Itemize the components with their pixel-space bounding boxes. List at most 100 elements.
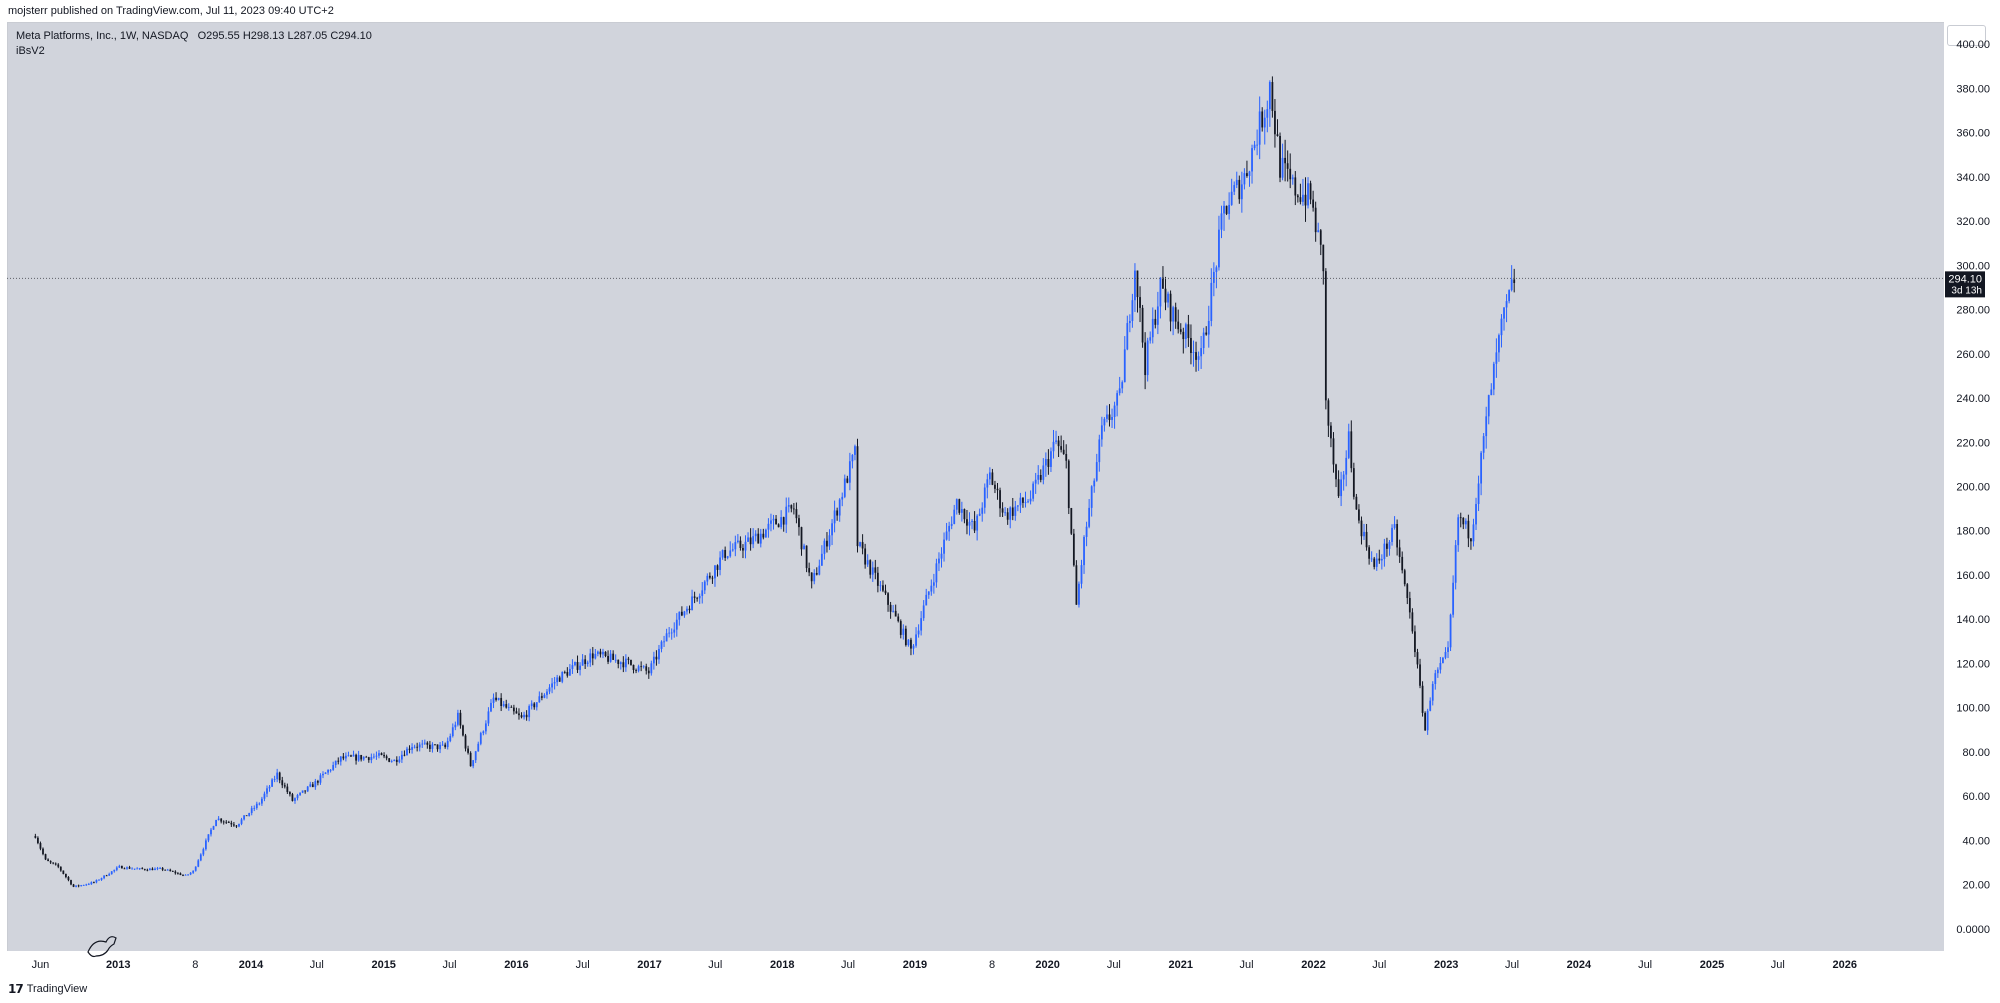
price-tick-label: 260.00: [1956, 349, 1990, 361]
candle-body: [322, 773, 324, 776]
candle-body: [502, 704, 505, 706]
candle-body: [352, 754, 355, 757]
candle-body: [217, 818, 220, 821]
candle-body: [1062, 449, 1065, 455]
candle-body: [525, 714, 528, 718]
candle-body: [54, 863, 57, 865]
candle-body: [1391, 527, 1393, 542]
candle-body: [691, 596, 693, 611]
candle-body: [938, 558, 940, 564]
candle-body: [752, 536, 755, 545]
candle-body: [836, 510, 839, 516]
candle-body: [423, 742, 426, 744]
candle-body: [698, 595, 701, 599]
candle-body: [1159, 277, 1162, 307]
candle-body: [1470, 538, 1472, 542]
candle-body: [1403, 570, 1406, 585]
candle-body: [1429, 700, 1432, 711]
candle-body: [1436, 669, 1439, 674]
candle-body: [1136, 270, 1139, 298]
candle-body: [1139, 297, 1141, 308]
candle-body: [90, 882, 93, 885]
candle-body: [87, 884, 90, 885]
candle-body: [1016, 505, 1019, 507]
candle-body: [49, 861, 52, 863]
candle-body: [543, 694, 546, 698]
candle-body: [546, 691, 548, 695]
candle-body: [1345, 457, 1348, 475]
candle-body: [622, 662, 625, 668]
time-tick-label: 2016: [504, 959, 528, 971]
time-axis[interactable]: [7, 951, 1945, 973]
indicator-label[interactable]: iBsV2: [16, 45, 45, 57]
candle-body: [1256, 144, 1259, 146]
candle-body: [1113, 405, 1116, 417]
candle-body: [1080, 565, 1083, 584]
candle-body: [1299, 197, 1302, 202]
candle-body: [589, 653, 592, 663]
candle-body: [724, 549, 727, 558]
candle-body: [1240, 184, 1243, 200]
candle-body: [332, 765, 335, 770]
candle-body: [1475, 504, 1477, 525]
candle-body: [1144, 342, 1147, 376]
candle-body: [561, 672, 564, 682]
candle-body: [1070, 508, 1073, 534]
candle-body: [250, 808, 253, 814]
candle-body: [663, 641, 665, 643]
price-axis[interactable]: [1944, 22, 2000, 952]
candle-body: [1505, 301, 1508, 308]
candle-body: [80, 885, 83, 887]
candle-body: [1090, 486, 1093, 508]
candle-body: [1029, 498, 1032, 502]
candle-body: [268, 786, 271, 789]
candle-body: [1149, 337, 1152, 341]
candle-body: [1251, 148, 1253, 172]
axis-settings-box[interactable]: [1947, 25, 1986, 46]
chart-area[interactable]: Meta Platforms, Inc., 1W, NASDAQ O295.55…: [7, 22, 1945, 952]
candle-body: [1248, 171, 1251, 176]
candle-body: [52, 862, 55, 864]
candle-body: [479, 733, 482, 744]
candle-body: [963, 509, 966, 520]
candle-body: [439, 744, 441, 750]
candle-body: [1454, 545, 1457, 583]
candle-body: [986, 479, 989, 488]
time-tick-label: 2022: [1301, 959, 1325, 971]
candle-body: [1416, 652, 1419, 665]
candle-body: [1108, 414, 1111, 420]
time-tick-label: 8: [989, 959, 995, 971]
candle-body: [451, 727, 454, 737]
candle-body: [464, 735, 467, 749]
candle-body: [668, 632, 671, 634]
candle-body: [370, 757, 373, 761]
candle-body: [515, 711, 518, 714]
candle-body: [1378, 558, 1381, 561]
candle-body: [922, 605, 925, 619]
candle-body: [1337, 479, 1340, 497]
candle-body: [136, 868, 139, 870]
candle-body: [428, 744, 431, 749]
candle-body: [408, 748, 411, 750]
candle-body: [1050, 451, 1052, 467]
candle-body: [1162, 277, 1164, 289]
candle-body: [734, 542, 737, 550]
candle-body: [1121, 382, 1124, 389]
price-tick-label: 200.00: [1956, 482, 1990, 494]
candle-body: [647, 670, 650, 674]
candle-body: [894, 610, 897, 617]
candle-body: [637, 666, 640, 671]
candle-body: [693, 596, 696, 598]
candle-body: [1044, 459, 1047, 466]
candle-body: [904, 628, 907, 646]
candle-body: [642, 666, 645, 668]
candle-body: [943, 539, 945, 554]
candle-body: [1177, 321, 1180, 330]
symbol-line[interactable]: Meta Platforms, Inc., 1W, NASDAQ: [16, 30, 189, 42]
candle-body: [337, 760, 340, 762]
candle-body: [652, 656, 655, 664]
candle-body: [1169, 293, 1172, 322]
candle-body: [192, 870, 195, 873]
candle-body: [482, 731, 485, 734]
candle-body: [1490, 389, 1493, 396]
